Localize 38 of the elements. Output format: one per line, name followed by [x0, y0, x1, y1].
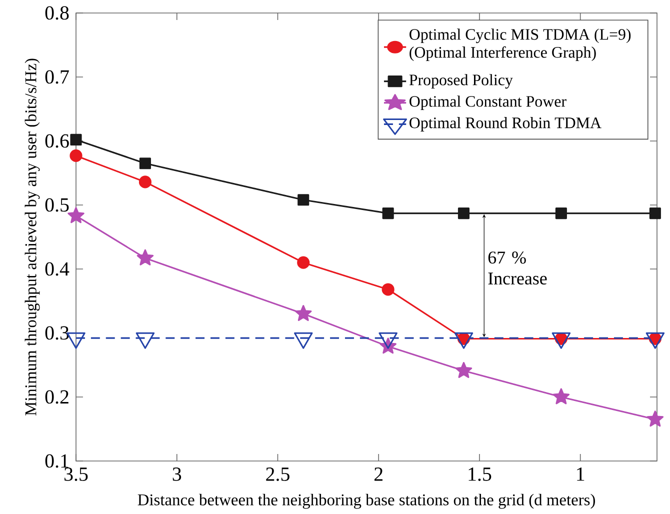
- point: [649, 208, 661, 220]
- point: [458, 208, 470, 220]
- point: [68, 207, 84, 224]
- point: [555, 208, 567, 220]
- legend-label: Optimal Cyclic MIS TDMA (L=9) (Optimal Interference Graph): [410, 28, 631, 61]
- point: [298, 194, 310, 206]
- y-tick-label: 0.1: [45, 454, 68, 468]
- legend-label: Optimal Round Robin TDMA: [410, 117, 602, 132]
- y-tick-label: 0.5: [45, 198, 69, 212]
- point: [139, 158, 151, 170]
- y-tick-label: 0.3: [45, 326, 69, 340]
- x-axis-title: Distance between the neighboring base stations on the grid (d meters): [138, 494, 595, 509]
- y-tick-label: 0.8: [45, 6, 69, 20]
- y-tick-label: 0.4: [45, 262, 70, 276]
- y-axis-title: Minimum throughput achieved by any user (bits/s/Hz): [24, 58, 40, 416]
- annotation: 67 % Increase: [488, 252, 547, 285]
- point: [294, 305, 312, 322]
- point: [382, 208, 394, 220]
- y-tick-label: 0.6: [45, 134, 69, 148]
- point: [70, 134, 82, 146]
- point: [138, 176, 152, 188]
- point: [382, 283, 394, 296]
- point: [70, 149, 82, 162]
- y-tick-label: 0.2: [45, 390, 68, 404]
- legend-label: Optimal Constant Power: [410, 96, 566, 110]
- y-tick-label: 0.7: [45, 70, 69, 84]
- point: [297, 256, 310, 269]
- point: [136, 249, 154, 266]
- x-tick-label: 3: [172, 468, 182, 481]
- legend-label: Proposed Policy: [409, 74, 513, 89]
- point: [455, 362, 472, 378]
- x-tick-label: 2: [374, 468, 382, 481]
- x-tick-label: 3.5: [64, 468, 88, 481]
- point: [552, 388, 570, 404]
- x-tick-label: 1: [577, 468, 584, 481]
- point: [646, 410, 664, 427]
- x-tick-label: 2.5: [266, 468, 290, 481]
- x-tick-label: 1.5: [468, 468, 492, 481]
